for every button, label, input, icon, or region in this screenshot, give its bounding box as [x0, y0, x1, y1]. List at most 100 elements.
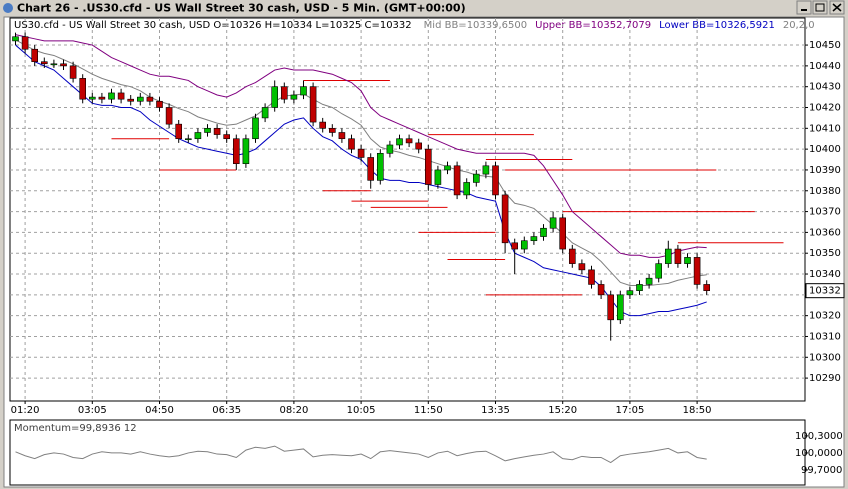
candle-body [597, 284, 605, 296]
y-tick-label: 10380 [809, 186, 841, 197]
candle-body [444, 165, 451, 171]
candle-body [396, 138, 403, 146]
candle-body [415, 142, 423, 150]
main-plot-frame [9, 17, 806, 402]
x-tick-label: 06:35 [212, 405, 241, 416]
candle-body [271, 86, 279, 108]
candle-body [530, 236, 538, 242]
app-icon [3, 3, 13, 13]
maximize-button[interactable] [812, 0, 828, 15]
y-tick-label: 10340 [809, 269, 841, 280]
candle-body [50, 63, 58, 66]
candle-body [185, 138, 192, 141]
candle-body [492, 165, 499, 196]
candle-body [674, 248, 682, 264]
candle-body [98, 96, 106, 100]
candle-body [501, 194, 509, 244]
candle-body [165, 107, 173, 125]
candle-body [175, 123, 182, 140]
candle-body [223, 134, 230, 140]
y-tick-label: 10400 [809, 144, 841, 155]
candle-body [60, 63, 67, 67]
x-tick-label: 18:50 [683, 405, 712, 416]
x-tick-label: 10:05 [347, 405, 376, 416]
candle-body [146, 96, 154, 102]
window-title: Chart 26 - .US30.cfd - US Wall Street 30… [17, 2, 466, 15]
candle-body [463, 182, 471, 196]
candle-body [588, 269, 595, 285]
y-tick-label: 10430 [809, 82, 841, 93]
candle-body [453, 165, 461, 196]
candle-body [655, 263, 663, 279]
y-tick-label: 10290 [809, 373, 841, 384]
candle-body [108, 92, 115, 100]
candle-body [607, 294, 615, 321]
candle-body [328, 128, 336, 133]
candle-body [156, 100, 163, 108]
candle-body [540, 227, 547, 237]
candle-body [616, 294, 624, 321]
momentum-line [15, 445, 707, 464]
y-tick-label: 10390 [809, 165, 841, 176]
close-button[interactable] [829, 0, 845, 15]
candle-body [568, 248, 576, 264]
candle-body [357, 148, 365, 158]
candle-body [626, 290, 634, 296]
indicator: 20,2,0 [783, 20, 815, 31]
price-tag: 10332 [809, 286, 841, 297]
x-tick-label: 15:20 [548, 405, 577, 416]
candle-body [405, 138, 413, 144]
y-tick-label: 10300 [809, 352, 841, 363]
candle-body [309, 86, 317, 123]
candle-body [252, 117, 259, 140]
minimize-button[interactable] [796, 0, 812, 15]
y-tick-label: 100,3000 [795, 431, 843, 442]
candle-body [434, 169, 442, 185]
candle-body [693, 257, 701, 285]
momentum-label: Momentum=99,8936 12 [14, 423, 137, 434]
candle-body [261, 107, 269, 119]
y-tick-label: 10360 [809, 227, 841, 238]
indicator: Lower BB=10326,5921 [659, 20, 775, 31]
candle-body [386, 144, 394, 154]
candle-body [319, 121, 327, 129]
candle-body [520, 240, 528, 250]
x-tick-label: 01:20 [11, 405, 40, 416]
candle-body [204, 128, 211, 133]
x-tick-label: 04:50 [145, 405, 174, 416]
candle-body [703, 284, 711, 291]
y-tick-label: 10410 [809, 123, 841, 134]
x-tick-label: 03:05 [78, 405, 107, 416]
candle-body [472, 173, 480, 183]
x-tick-label: 08:20 [279, 405, 308, 416]
y-tick-label: 10370 [809, 207, 841, 218]
candle-body [636, 284, 643, 291]
x-tick-label: 17:05 [615, 405, 644, 416]
y-tick-label: 10350 [809, 248, 841, 259]
y-tick-label: 10320 [809, 311, 841, 322]
candle-body [233, 138, 240, 165]
y-tick-label: 10420 [809, 103, 841, 114]
candle-body [21, 36, 29, 50]
candle-body [559, 217, 567, 250]
symbol-info: US30.cfd - US Wall Street 30 cash, USD O… [14, 20, 412, 31]
price-tag-box [805, 283, 845, 299]
candle-body [137, 96, 144, 102]
indicator: Mid BB=10339,6500 [424, 20, 527, 31]
candle-body [89, 96, 96, 100]
bollinger-band [15, 39, 707, 286]
chart-header: US30.cfd - US Wall Street 30 cash, USD O… [14, 20, 815, 31]
candle-body [367, 157, 375, 181]
indicator: Upper BB=10352,7079 [535, 20, 651, 31]
y-tick-label: 10310 [809, 331, 841, 342]
bollinger-band [15, 34, 707, 258]
candle-body [645, 277, 653, 285]
candle-body [213, 128, 221, 135]
x-tick-label: 11:50 [414, 405, 443, 416]
candle-body [300, 86, 307, 96]
candle-body [31, 48, 39, 63]
x-tick-label: 13:35 [481, 405, 510, 416]
candle-body [684, 257, 691, 264]
candle-body [40, 61, 48, 65]
